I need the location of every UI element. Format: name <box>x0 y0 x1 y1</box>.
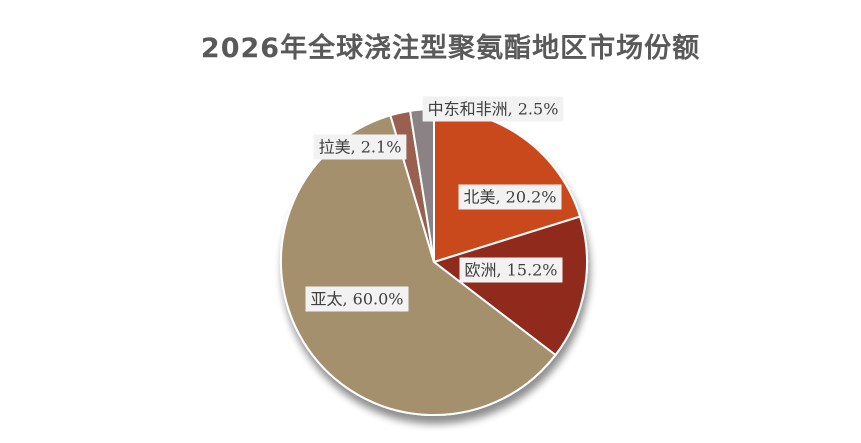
label-middle-east-africa: 中东和非洲, 2.5% <box>422 96 564 122</box>
data-label-text: 北美, 20.2% <box>463 188 556 207</box>
label-latin-america: 拉美, 2.1% <box>313 134 407 160</box>
data-label-text: 拉美, 2.1% <box>319 138 402 157</box>
label-asia-pacific: 亚太, 60.0% <box>305 286 409 312</box>
data-label-text: 中东和非洲, 2.5% <box>428 100 559 119</box>
data-label-text: 亚太, 60.0% <box>310 290 403 309</box>
data-label-text: 欧洲, 15.2% <box>464 261 557 280</box>
label-north-america: 北美, 20.2% <box>458 184 562 210</box>
slice-europe <box>431 215 588 357</box>
chart-title: 2026年全球浇注型聚氨酯地区市场份额 <box>200 33 701 64</box>
label-europe: 欧洲, 15.2% <box>459 257 563 283</box>
